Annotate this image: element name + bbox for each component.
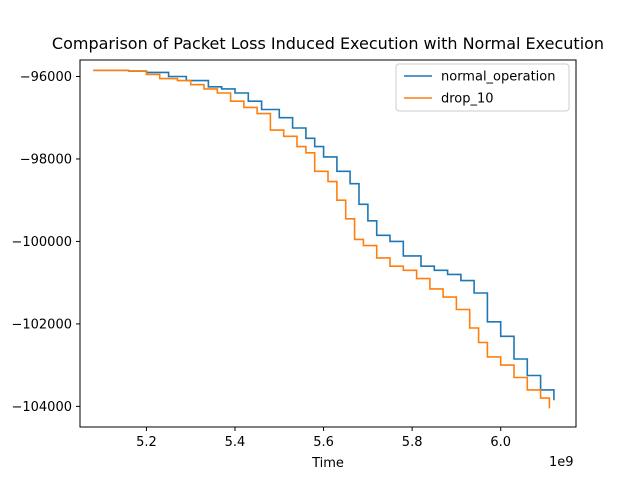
legend: normal_operation drop_10 (395, 63, 570, 112)
y-tick-label: −100000 (11, 235, 72, 250)
legend-label-normal_operation: normal_operation (441, 70, 555, 85)
legend-box (395, 63, 570, 112)
y-tick-label: −102000 (11, 317, 72, 332)
chart-title: Comparison of Packet Loss Induced Execut… (52, 34, 604, 53)
y-tick-label: −96000 (20, 70, 72, 85)
x-axis-label: Time (311, 456, 344, 471)
x-axis-offset-label: 1e9 (549, 455, 574, 470)
x-tick-label: 6.0 (490, 435, 511, 450)
x-tick-label: 5.8 (402, 435, 423, 450)
x-tick-label: 5.6 (313, 435, 334, 450)
y-tick-label: −104000 (11, 400, 72, 415)
plot-frame (79, 59, 577, 428)
plot-area: 5.2 5.4 5.6 5.8 6.0 −96000 −98000 −100000 −10200… (11, 59, 577, 450)
x-tick-label: 5.4 (225, 435, 246, 450)
x-tick-label: 5.2 (136, 435, 157, 450)
legend-label-drop_10: drop_10 (441, 92, 494, 107)
y-tick-label: −98000 (20, 152, 72, 167)
series-line-drop_10 (93, 69, 551, 409)
series-line-normal_operation (93, 69, 555, 401)
